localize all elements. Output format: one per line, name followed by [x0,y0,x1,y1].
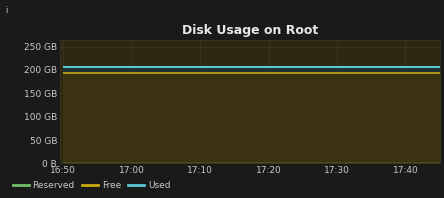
Legend: Reserved, Free, Used: Reserved, Free, Used [9,177,174,193]
Title: Disk Usage on Root: Disk Usage on Root [182,24,318,37]
Text: i: i [5,6,8,15]
